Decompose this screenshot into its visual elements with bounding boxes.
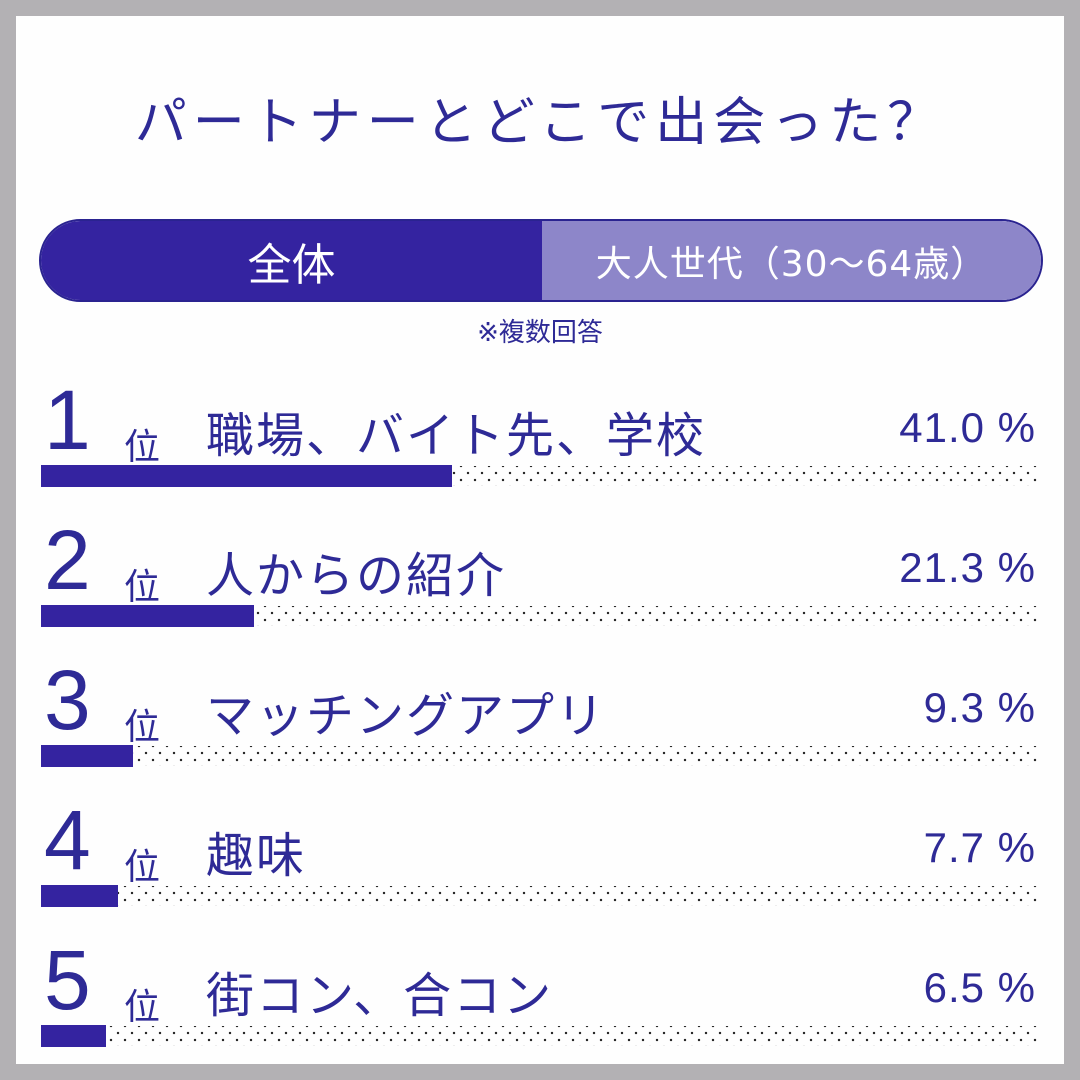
percentage-value: 41.0 % (899, 404, 1036, 451)
dotted-track (41, 1026, 1038, 1046)
page-title: パートナーとどこで出会った？ (134, 93, 946, 153)
ranking-row: 1 位職場、バイト先、学校 41.0 % (0, 378, 1080, 498)
value-bar (41, 465, 452, 487)
rank-suffix: 位 (124, 567, 161, 608)
ranking-row: 2 位人からの紹介 21.3 % (0, 518, 1080, 638)
dotted-track (41, 886, 1038, 906)
percentage-value: 21.3 % (899, 544, 1036, 591)
value-bar (41, 605, 254, 627)
rank-number: 3 (44, 653, 91, 747)
multiple-answer-note: ※複数回答 (477, 318, 603, 348)
category-label: 趣味 (206, 828, 307, 884)
segment-toggle[interactable]: 全体 大人世代（30〜64歳） (39, 219, 1043, 302)
percentage-value: 6.5 % (923, 964, 1036, 1011)
value-bar (41, 1025, 106, 1047)
category-label: 職場、バイト先、学校 (206, 408, 707, 464)
value-bar (41, 745, 133, 767)
percentage-value: 7.7 % (923, 824, 1036, 871)
category-label: 人からの紹介 (206, 548, 507, 604)
percentage-value: 9.3 % (923, 684, 1036, 731)
category-label: マッチングアプリ (206, 688, 607, 744)
value-bar (41, 885, 118, 907)
tab-adult-generation[interactable]: 大人世代（30〜64歳） (542, 221, 1041, 300)
rank-suffix: 位 (124, 847, 161, 888)
rank-number: 2 (44, 513, 91, 607)
tab-all-label: 全体 (247, 239, 336, 291)
tab-all[interactable]: 全体 (41, 221, 542, 300)
rank-number: 4 (44, 793, 91, 887)
ranking-row: 4 位趣味 7.7 % (0, 798, 1080, 918)
category-label: 街コン、合コン (206, 968, 554, 1024)
dotted-track (41, 606, 1038, 626)
ranking-row: 5 位街コン、合コン 6.5 % (0, 938, 1080, 1058)
rank-suffix: 位 (124, 427, 161, 468)
dotted-track (41, 746, 1038, 766)
rank-suffix: 位 (124, 707, 161, 748)
rank-number: 1 (44, 373, 91, 467)
tab-adult-generation-label: 大人世代（30〜64歳） (595, 243, 988, 285)
rank-number: 5 (44, 933, 91, 1027)
ranking-row: 3 位マッチングアプリ 9.3 % (0, 658, 1080, 778)
rank-suffix: 位 (124, 987, 161, 1028)
